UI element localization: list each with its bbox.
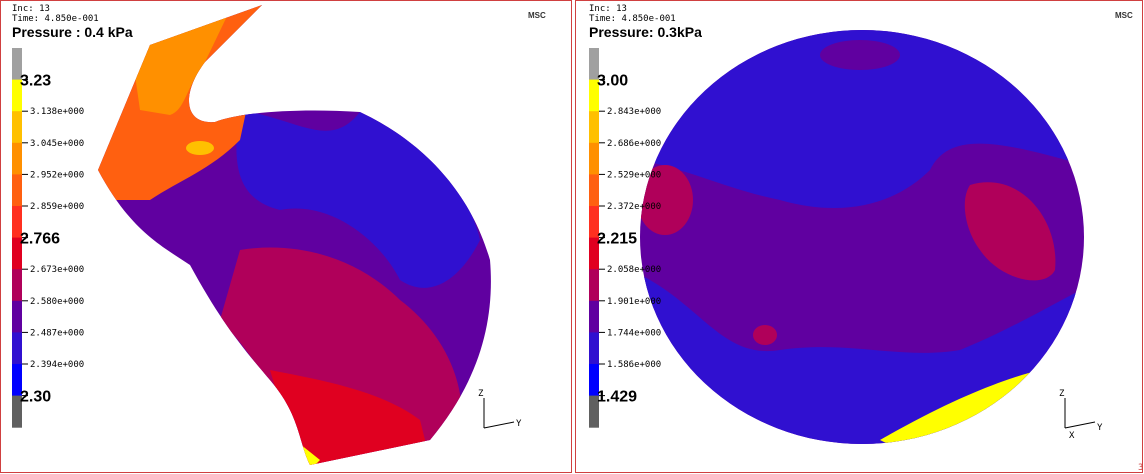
legend-label: 3.138e+000 — [30, 107, 84, 117]
colorbar-segment — [12, 48, 22, 81]
colorbar-segment — [12, 332, 22, 365]
legend-label: 2.673e+000 — [30, 265, 84, 275]
triad-label: Z — [1059, 389, 1065, 399]
legend-label: 2.372e+000 — [607, 202, 661, 212]
legend-label: 2.30 — [20, 389, 51, 406]
triad-label: Y — [516, 419, 522, 429]
legend-label: 1.901e+000 — [607, 297, 661, 307]
colorbar-segment — [12, 79, 22, 112]
colorbar-segment — [589, 395, 599, 428]
triad-label: Z — [478, 389, 484, 399]
legend-label: 3.00 — [597, 73, 628, 90]
colorbar-segment — [589, 364, 599, 397]
legend-label: 1.744e+000 — [607, 328, 661, 338]
legend-label: 2.529e+000 — [607, 170, 661, 180]
colorbar-segment — [589, 142, 599, 175]
legend-label: 1.586e+000 — [607, 360, 661, 370]
colorbar-segment — [12, 300, 22, 333]
legend-label: 2.580e+000 — [30, 297, 84, 307]
legend-label: 2.394e+000 — [30, 360, 84, 370]
colorbar-segment — [589, 300, 599, 333]
colorbar-segment — [589, 111, 599, 144]
legend-label: 3.045e+000 — [30, 139, 84, 149]
legend-label: 2.058e+000 — [607, 265, 661, 275]
logo: MSC — [1115, 11, 1133, 20]
colorbar-segment — [589, 174, 599, 207]
result-title: Pressure : 0.4 kPa — [12, 24, 133, 40]
colorbar-segment — [589, 79, 599, 112]
colorbar-segment — [589, 269, 599, 302]
legend-label: 2.843e+000 — [607, 107, 661, 117]
logo: MSC — [528, 11, 546, 20]
colorbar-segment — [12, 206, 22, 239]
colorbar-segment — [12, 174, 22, 207]
legend-label: 2.859e+000 — [30, 202, 84, 212]
colorbar-segment — [12, 111, 22, 144]
legend-label: 2.215 — [597, 231, 637, 248]
legend-label: 1.429 — [597, 389, 637, 406]
colorbar-segment — [589, 48, 599, 81]
page-marker: 3 — [1138, 463, 1143, 473]
time-label: Time: 4.850e-001 — [589, 14, 676, 24]
inc-label: Inc: 13 — [12, 4, 50, 14]
colorbar-segment — [12, 395, 22, 428]
legend-label: 3.23 — [20, 73, 51, 90]
colorbar-segment — [12, 237, 22, 270]
legend-label: 2.952e+000 — [30, 170, 84, 180]
triad-label: Y — [1097, 423, 1103, 433]
colorbar-segment — [12, 364, 22, 397]
inc-label: Inc: 13 — [589, 4, 627, 14]
colorbar-segment — [12, 269, 22, 302]
time-label: Time: 4.850e-001 — [12, 14, 99, 24]
triad-label: X — [1069, 431, 1075, 441]
colorbar-segment — [589, 237, 599, 270]
colorbar-segment — [589, 332, 599, 365]
legend-label: 2.686e+000 — [607, 139, 661, 149]
legend-label: 2.766 — [20, 231, 60, 248]
colorbar-segment — [589, 206, 599, 239]
colorbar-segment — [12, 142, 22, 175]
result-title: Pressure: 0.3kPa — [589, 24, 702, 40]
triad-axis — [483, 421, 515, 429]
triad-axis — [1064, 421, 1096, 429]
legend-label: 2.487e+000 — [30, 328, 84, 338]
